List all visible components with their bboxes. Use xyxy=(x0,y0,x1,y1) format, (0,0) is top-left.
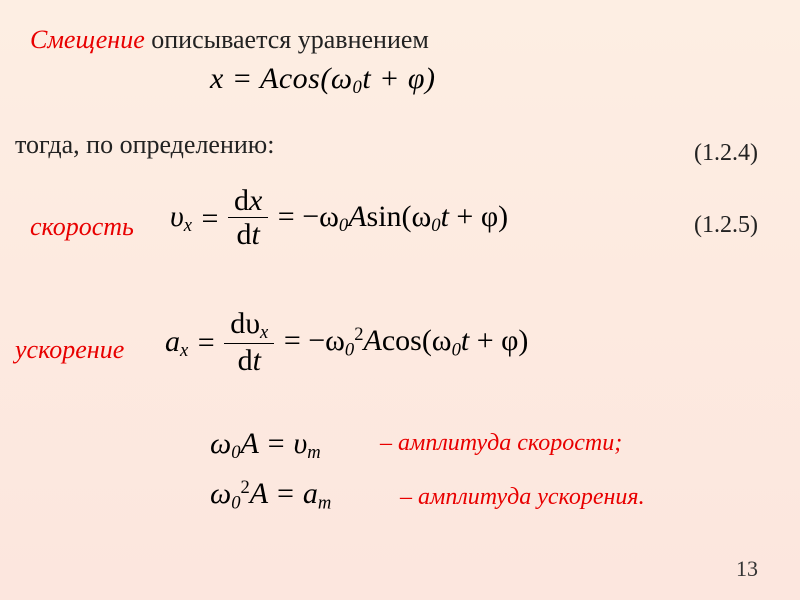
amplitude-velocity-eq: ω0A = υm xyxy=(210,427,321,464)
velocity-label: скорость xyxy=(30,212,134,242)
acceleration-label: ускорение xyxy=(15,335,124,365)
equation-ref-2: (1.2.5) xyxy=(694,212,758,239)
displacement-equation: x = Acos(ω0t + φ) xyxy=(210,62,436,99)
title-emphasis: Смещение xyxy=(30,25,145,54)
amplitude-accel-eq: ω02A = am xyxy=(210,477,331,514)
velocity-equation: υx = dx dt = −ω0Asin(ω0t + φ) xyxy=(170,185,508,252)
velocity-lhs: υx xyxy=(170,200,192,237)
slide-title: Смещение описывается уравнением xyxy=(30,25,429,55)
equation-ref-1: (1.2.4) xyxy=(694,140,758,167)
definition-text: тогда, по определению: xyxy=(15,130,274,160)
acceleration-equation: ax = dυx dt = −ω02Acos(ω0t + φ) xyxy=(165,308,528,378)
accel-lhs: ax xyxy=(165,325,188,362)
title-rest: описывается уравнением xyxy=(145,25,429,54)
velocity-derivative: dx dt xyxy=(228,185,268,252)
page-number: 13 xyxy=(736,556,758,582)
amplitude-accel-label: – амплитуда ускорения. xyxy=(400,484,645,511)
accel-derivative: dυx dt xyxy=(224,308,274,378)
amplitude-velocity-label: – амплитуда скорости; xyxy=(380,430,622,457)
